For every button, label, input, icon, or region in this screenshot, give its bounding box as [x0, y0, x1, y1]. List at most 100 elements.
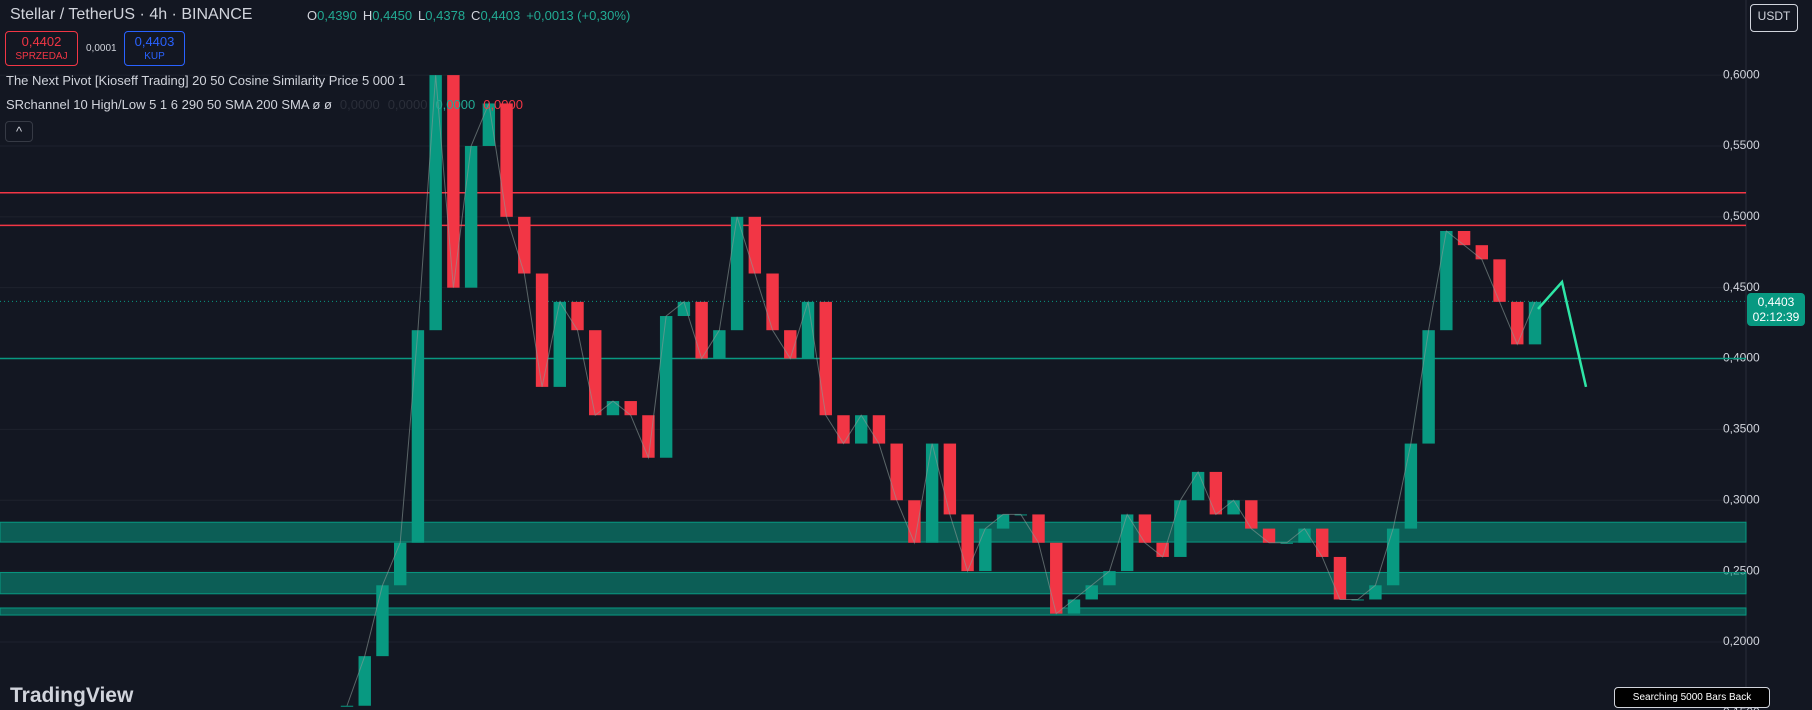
candle [411, 330, 425, 543]
y-tick-label: 0,4500 [1723, 280, 1760, 294]
candle [1316, 528, 1329, 557]
candle [429, 75, 442, 331]
ohlc-key: C [471, 8, 481, 23]
candle [1191, 471, 1205, 501]
y-tick-label: 0,6000 [1723, 67, 1760, 81]
buy-price: 0,4403 [134, 34, 175, 49]
candle [1120, 514, 1134, 572]
candle [1369, 585, 1382, 600]
badge-countdown: 02:12:39 [1752, 310, 1800, 324]
support-zone [0, 572, 1747, 595]
candle [1032, 514, 1045, 543]
candle [1440, 230, 1453, 331]
candle [340, 705, 354, 707]
candle [1333, 556, 1347, 600]
collapse-button[interactable]: ^ [5, 121, 33, 142]
indicator-name: SRchannel 10 High/Low 5 1 6 290 50 SMA 2… [6, 97, 332, 112]
candle [376, 585, 389, 657]
candle [1227, 500, 1240, 515]
candle [659, 316, 673, 458]
candle [1404, 443, 1418, 529]
change: +0,0013 (+0,30%) [526, 8, 631, 23]
candle [872, 415, 886, 444]
buy-button[interactable]: 0,4403 KUP [124, 31, 185, 66]
candle [358, 656, 371, 706]
candle [713, 330, 726, 359]
candle [819, 301, 832, 416]
price-badge: 0,4403 02:12:39 [1747, 293, 1805, 326]
candle [571, 301, 584, 331]
candle [624, 401, 637, 416]
candle [748, 216, 762, 274]
y-tick-label: 0,3500 [1723, 422, 1760, 436]
sell-label: SPRZEDAJ [15, 51, 68, 62]
buy-label: KUP [144, 51, 165, 62]
candle [1156, 542, 1169, 557]
brand: TradingView [10, 684, 134, 707]
candle [1138, 514, 1152, 543]
candle [855, 415, 868, 444]
candle [1493, 259, 1506, 302]
support-zone [0, 521, 1747, 543]
price-line [346, 75, 1536, 706]
symbol[interactable]: Stellar / TetherUS · 4h · BINANCE [10, 6, 253, 23]
candle [801, 301, 815, 359]
candle [535, 273, 549, 387]
candle [1050, 542, 1063, 614]
ohlc-value: 0,4450 [372, 8, 413, 23]
candle [943, 443, 957, 515]
candle [606, 401, 620, 416]
indicator-value: 0,0000 [435, 97, 476, 112]
indicator[interactable]: SRchannel 10 High/Low 5 1 6 290 50 SMA 2… [6, 97, 523, 112]
candle [1262, 528, 1276, 543]
candle [1511, 301, 1524, 345]
indicator[interactable]: The Next Pivot [Kioseff Trading] 20 50 C… [6, 73, 406, 88]
indicator-values: 0,0000 0,0000 0,0000 0,0000 [332, 97, 523, 112]
status: Searching 5000 Bars Back [1614, 687, 1770, 708]
indicator-value: 0,0000 [339, 97, 380, 112]
candle [677, 301, 691, 317]
candle [589, 330, 602, 416]
candle [1386, 528, 1400, 586]
y-tick-label: 0,4000 [1723, 351, 1760, 365]
y-tick-label: 0,5500 [1723, 138, 1760, 152]
candle [1209, 471, 1223, 515]
candle [979, 528, 992, 572]
y-tick-label: 0,3000 [1723, 492, 1760, 506]
sell-price: 0,4402 [21, 34, 62, 49]
candle [961, 514, 974, 572]
currency[interactable]: USDT [1750, 4, 1798, 32]
candle [518, 216, 531, 274]
candle [890, 443, 903, 501]
candle [1103, 571, 1116, 586]
candle [1422, 330, 1435, 444]
candle [1475, 245, 1489, 260]
candle [996, 514, 1010, 529]
spread: 0,0001 [86, 43, 117, 54]
sell-button[interactable]: 0,4402 SPRZEDAJ [5, 31, 78, 66]
ohlc-key: L [418, 8, 426, 23]
candle [447, 75, 460, 288]
candle [464, 145, 478, 288]
candle [925, 443, 939, 543]
candle [837, 415, 850, 444]
indicator-value: 0,0000 [387, 97, 428, 112]
candle [1245, 500, 1258, 529]
candle [730, 216, 744, 331]
indicator-value: 0,0000 [483, 97, 523, 112]
candle [500, 103, 513, 217]
candle [784, 330, 797, 359]
support-zone [0, 607, 1747, 616]
y-tick-label: 0,2000 [1723, 634, 1760, 648]
ohlc-value: 0,4378 [425, 8, 466, 23]
ohlc-value: 0,4403 [480, 8, 521, 23]
candle [393, 542, 407, 586]
candle [1174, 500, 1187, 557]
candle [908, 500, 921, 543]
ohlc: O0,4390 H0,4450 L0,4378 C0,4403 +0,0013 (+0,… [307, 8, 630, 23]
candle [642, 415, 655, 458]
candle [553, 301, 566, 387]
candle [1298, 528, 1311, 543]
